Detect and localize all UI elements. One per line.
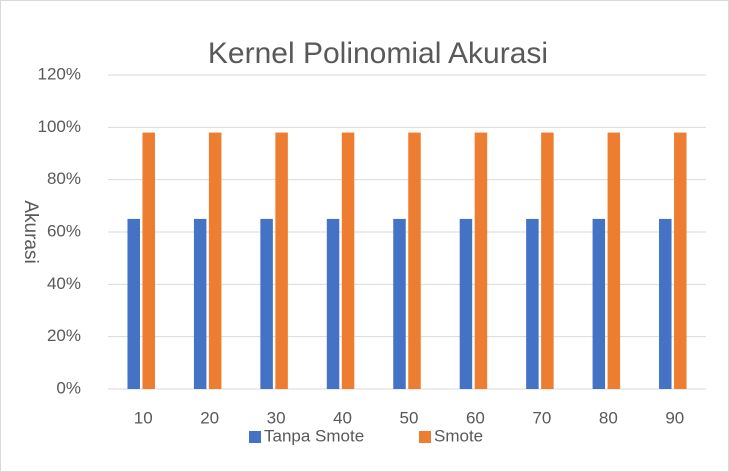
y-tick-label: 20% [47,326,81,345]
x-tick-label: 60 [466,408,485,427]
y-tick-label: 80% [47,169,81,188]
chart-title: Kernel Polinomial Akurasi [208,37,548,70]
bar [674,132,687,390]
y-tick-label: 0% [56,378,81,397]
bar [607,132,621,390]
y-tick-label: 100% [38,117,81,136]
legend-label: Smote [434,426,483,445]
bar [408,132,421,390]
x-tick-label: 30 [267,408,286,427]
bar [127,218,140,389]
y-tick-label: 120% [38,64,81,83]
legend-swatch [419,431,431,443]
x-tick-label: 80 [599,408,618,427]
bar [341,132,355,390]
legend-swatch [249,431,261,443]
bar [541,132,554,390]
x-tick-label: 20 [200,408,219,427]
bar [592,218,606,389]
bar [142,132,155,390]
x-tick-label: 90 [665,408,684,427]
bar [526,218,539,389]
x-tick-label: 40 [333,408,352,427]
bar [393,218,406,389]
bar [659,218,672,389]
bar [260,218,273,389]
y-tick-label: 40% [47,274,81,293]
legend-label: Tanpa Smote [264,426,364,445]
bar [326,218,340,389]
bar [275,132,288,390]
x-tick-label: 70 [532,408,551,427]
bar [193,218,207,389]
bar [474,132,488,390]
x-tick-label: 50 [400,408,419,427]
x-tick-label: 10 [134,408,153,427]
bar [208,132,222,390]
y-axis-label: Akurasi [20,200,41,263]
y-tick-label: 60% [47,221,81,240]
bar [459,218,473,389]
